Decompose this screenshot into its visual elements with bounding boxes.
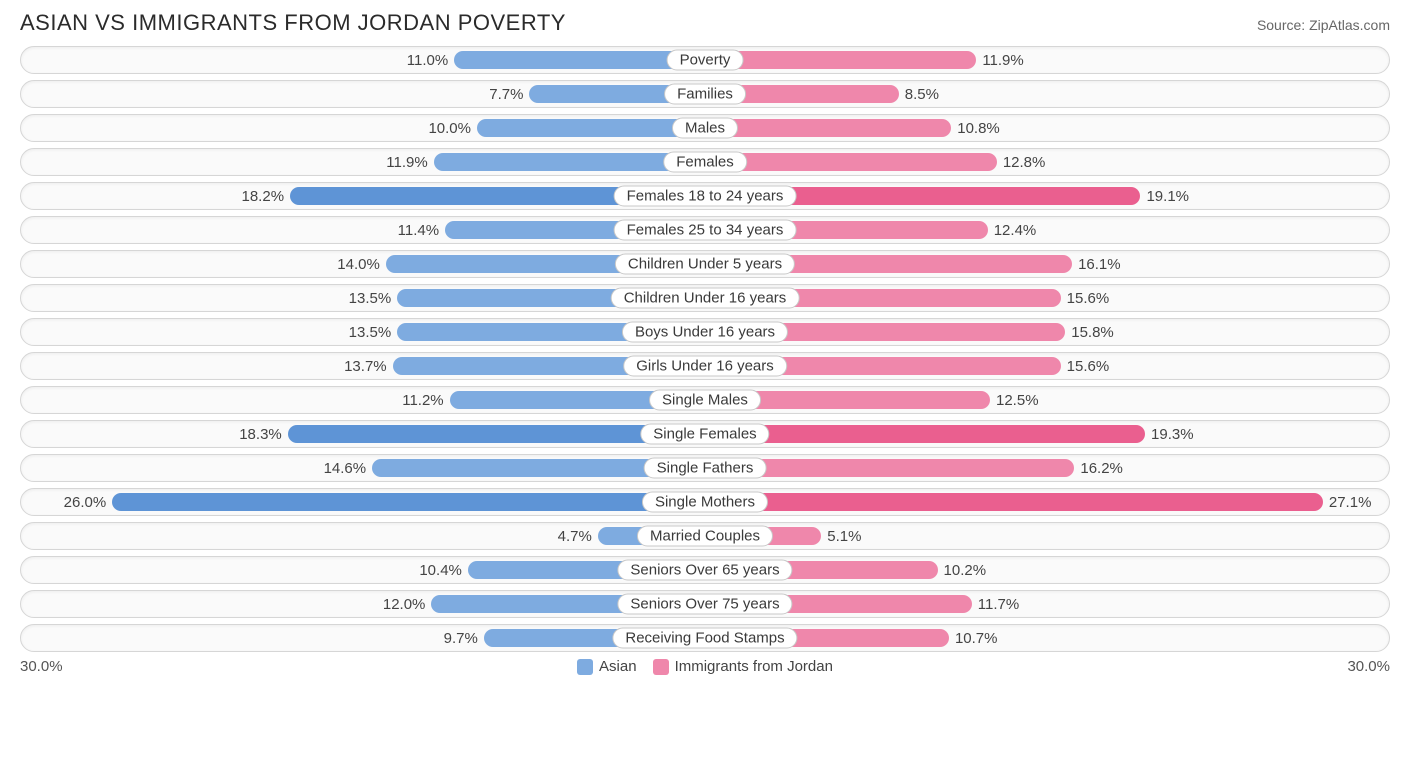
chart-row: 11.9% 12.8% Females bbox=[20, 148, 1390, 176]
value-left: 18.3% bbox=[233, 421, 288, 447]
value-left: 11.2% bbox=[396, 387, 449, 413]
value-left: 12.0% bbox=[377, 591, 432, 617]
chart-row: 10.4% 10.2% Seniors Over 65 years bbox=[20, 556, 1390, 584]
bar-right bbox=[705, 119, 951, 137]
value-right: 16.1% bbox=[1072, 251, 1127, 277]
value-left: 13.7% bbox=[338, 353, 393, 379]
value-right: 19.1% bbox=[1140, 183, 1195, 209]
row-category-label: Single Mothers bbox=[642, 492, 768, 513]
value-right: 12.8% bbox=[997, 149, 1052, 175]
row-category-label: Seniors Over 75 years bbox=[617, 594, 792, 615]
value-right: 12.4% bbox=[988, 217, 1043, 243]
value-left: 4.7% bbox=[552, 523, 598, 549]
chart-row: 13.5% 15.6% Children Under 16 years bbox=[20, 284, 1390, 312]
value-right: 10.2% bbox=[938, 557, 993, 583]
chart-row: 11.2% 12.5% Single Males bbox=[20, 386, 1390, 414]
chart-row: 14.6% 16.2% Single Fathers bbox=[20, 454, 1390, 482]
legend-swatch-right-icon bbox=[653, 659, 669, 675]
value-right: 5.1% bbox=[821, 523, 867, 549]
row-category-label: Males bbox=[672, 118, 738, 139]
chart-row: 11.0% 11.9% Poverty bbox=[20, 46, 1390, 74]
chart-row: 14.0% 16.1% Children Under 5 years bbox=[20, 250, 1390, 278]
value-left: 10.0% bbox=[422, 115, 477, 141]
header: ASIAN VS IMMIGRANTS FROM JORDAN POVERTY … bbox=[20, 10, 1390, 36]
row-category-label: Females 18 to 24 years bbox=[614, 186, 797, 207]
legend: Asian Immigrants from Jordan bbox=[577, 658, 833, 675]
value-right: 11.7% bbox=[972, 591, 1025, 617]
legend-item-right: Immigrants from Jordan bbox=[653, 658, 833, 675]
value-right: 15.6% bbox=[1061, 353, 1116, 379]
value-right: 16.2% bbox=[1074, 455, 1129, 481]
chart-row: 7.7% 8.5% Families bbox=[20, 80, 1390, 108]
value-right: 15.6% bbox=[1061, 285, 1116, 311]
row-category-label: Poverty bbox=[667, 50, 744, 71]
legend-label-left: Asian bbox=[599, 658, 637, 675]
row-category-label: Boys Under 16 years bbox=[622, 322, 788, 343]
chart-row: 18.2% 19.1% Females 18 to 24 years bbox=[20, 182, 1390, 210]
bar-left bbox=[112, 493, 705, 511]
value-right: 10.8% bbox=[951, 115, 1006, 141]
row-category-label: Females bbox=[663, 152, 747, 173]
chart-row: 10.0% 10.8% Males bbox=[20, 114, 1390, 142]
bar-right bbox=[705, 153, 997, 171]
bar-right bbox=[705, 493, 1323, 511]
row-category-label: Single Males bbox=[649, 390, 761, 411]
value-right: 19.3% bbox=[1145, 421, 1200, 447]
row-category-label: Families bbox=[664, 84, 746, 105]
chart-row: 26.0% 27.1% Single Mothers bbox=[20, 488, 1390, 516]
value-left: 11.9% bbox=[380, 149, 433, 175]
value-left: 10.4% bbox=[413, 557, 468, 583]
bar-right bbox=[705, 51, 976, 69]
row-category-label: Married Couples bbox=[637, 526, 773, 547]
row-category-label: Receiving Food Stamps bbox=[612, 628, 797, 649]
value-right: 12.5% bbox=[990, 387, 1045, 413]
legend-swatch-left-icon bbox=[577, 659, 593, 675]
value-right: 11.9% bbox=[976, 47, 1029, 73]
value-left: 11.4% bbox=[392, 217, 445, 243]
row-category-label: Single Fathers bbox=[644, 458, 767, 479]
chart-rows: 11.0%11.9%Poverty7.7%8.5%Families10.0%10… bbox=[20, 46, 1390, 652]
axis-max-right: 30.0% bbox=[1347, 658, 1390, 675]
chart-title: ASIAN VS IMMIGRANTS FROM JORDAN POVERTY bbox=[20, 10, 566, 36]
value-left: 14.6% bbox=[318, 455, 373, 481]
value-right: 10.7% bbox=[949, 625, 1004, 651]
value-left: 18.2% bbox=[236, 183, 291, 209]
value-right: 15.8% bbox=[1065, 319, 1120, 345]
value-right: 27.1% bbox=[1323, 489, 1378, 515]
legend-label-right: Immigrants from Jordan bbox=[675, 658, 833, 675]
row-category-label: Children Under 16 years bbox=[611, 288, 800, 309]
row-category-label: Females 25 to 34 years bbox=[614, 220, 797, 241]
chart-row: 13.7% 15.6% Girls Under 16 years bbox=[20, 352, 1390, 380]
value-left: 26.0% bbox=[58, 489, 113, 515]
chart-row: 18.3% 19.3% Single Females bbox=[20, 420, 1390, 448]
axis-max-left: 30.0% bbox=[20, 658, 63, 675]
chart-row: 13.5% 15.8% Boys Under 16 years bbox=[20, 318, 1390, 346]
value-left: 13.5% bbox=[343, 285, 398, 311]
chart-row: 9.7% 10.7% Receiving Food Stamps bbox=[20, 624, 1390, 652]
value-left: 7.7% bbox=[483, 81, 529, 107]
source-label: Source: ZipAtlas.com bbox=[1257, 17, 1390, 33]
row-category-label: Children Under 5 years bbox=[615, 254, 795, 275]
chart-row: 12.0% 11.7% Seniors Over 75 years bbox=[20, 590, 1390, 618]
row-category-label: Girls Under 16 years bbox=[623, 356, 787, 377]
chart-row: 4.7% 5.1% Married Couples bbox=[20, 522, 1390, 550]
chart-row: 11.4% 12.4% Females 25 to 34 years bbox=[20, 216, 1390, 244]
legend-item-left: Asian bbox=[577, 658, 637, 675]
value-left: 13.5% bbox=[343, 319, 398, 345]
bar-left bbox=[477, 119, 705, 137]
value-right: 8.5% bbox=[899, 81, 945, 107]
row-category-label: Seniors Over 65 years bbox=[617, 560, 792, 581]
value-left: 14.0% bbox=[331, 251, 386, 277]
row-category-label: Single Females bbox=[640, 424, 769, 445]
value-left: 9.7% bbox=[438, 625, 484, 651]
value-left: 11.0% bbox=[401, 47, 454, 73]
bar-right bbox=[705, 425, 1145, 443]
chart-footer: 30.0% Asian Immigrants from Jordan 30.0% bbox=[20, 658, 1390, 675]
